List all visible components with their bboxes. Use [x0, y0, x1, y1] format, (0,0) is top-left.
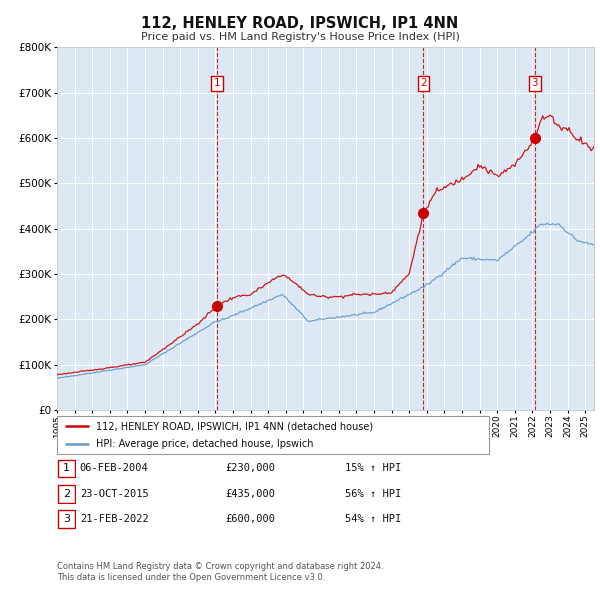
Text: £435,000: £435,000	[225, 489, 275, 499]
Text: 112, HENLEY ROAD, IPSWICH, IP1 4NN: 112, HENLEY ROAD, IPSWICH, IP1 4NN	[142, 16, 458, 31]
Text: HPI: Average price, detached house, Ipswich: HPI: Average price, detached house, Ipsw…	[96, 439, 313, 449]
Text: 54% ↑ HPI: 54% ↑ HPI	[345, 514, 401, 524]
Bar	[58, 460, 75, 477]
Text: 2: 2	[420, 78, 427, 88]
Text: 15% ↑ HPI: 15% ↑ HPI	[345, 464, 401, 473]
Text: 3: 3	[532, 78, 538, 88]
Text: Price paid vs. HM Land Registry's House Price Index (HPI): Price paid vs. HM Land Registry's House …	[140, 32, 460, 41]
Text: This data is licensed under the Open Government Licence v3.0.: This data is licensed under the Open Gov…	[57, 572, 325, 582]
Text: 2: 2	[63, 489, 70, 499]
Text: 56% ↑ HPI: 56% ↑ HPI	[345, 489, 401, 499]
Text: £230,000: £230,000	[225, 464, 275, 473]
Text: Contains HM Land Registry data © Crown copyright and database right 2024.: Contains HM Land Registry data © Crown c…	[57, 562, 383, 571]
Text: 1: 1	[63, 464, 70, 473]
Text: 23-OCT-2015: 23-OCT-2015	[80, 489, 149, 499]
Text: 06-FEB-2004: 06-FEB-2004	[80, 464, 149, 473]
Text: 1: 1	[214, 78, 220, 88]
Bar	[58, 485, 75, 503]
Text: £600,000: £600,000	[225, 514, 275, 524]
Text: 3: 3	[63, 514, 70, 524]
Bar	[58, 510, 75, 528]
Text: 21-FEB-2022: 21-FEB-2022	[80, 514, 149, 524]
Text: 112, HENLEY ROAD, IPSWICH, IP1 4NN (detached house): 112, HENLEY ROAD, IPSWICH, IP1 4NN (deta…	[96, 421, 373, 431]
